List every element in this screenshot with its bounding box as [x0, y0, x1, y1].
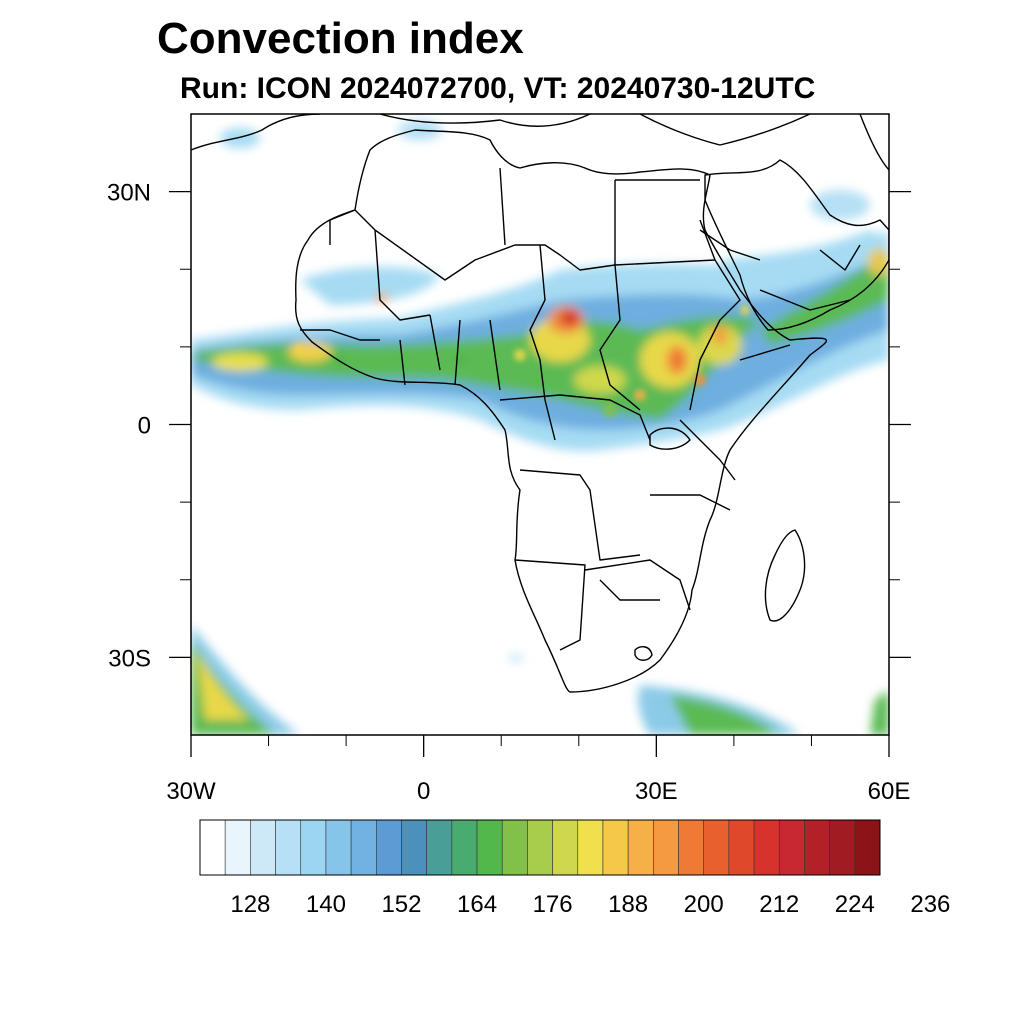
- colorbar-frame: [199, 819, 881, 876]
- axis-ticks: 30W 0 30E 60E 30N 0 30S: [107, 180, 911, 805]
- colorbar-swatch: [678, 819, 705, 876]
- colorbar-label: 188: [608, 891, 648, 918]
- colorbar: 128 140 152 164 176 188 200 212 224 236: [199, 819, 950, 918]
- chart-title: Convection index: [157, 14, 524, 63]
- y-tick-label: 30N: [107, 180, 151, 207]
- x-tick-label: 30E: [635, 778, 678, 805]
- colorbar-swatch: [627, 819, 654, 876]
- x-tick-label: 0: [417, 778, 430, 805]
- coastlines: [191, 114, 889, 693]
- colorbar-label: 164: [457, 891, 497, 918]
- colorbar-swatch: [804, 819, 830, 876]
- x-tick-label: 60E: [868, 778, 911, 805]
- colorbar-swatch: [350, 819, 377, 876]
- colorbar-swatch: [300, 819, 327, 876]
- y-tick-label: 30S: [108, 645, 151, 672]
- colorbar-swatch: [653, 819, 679, 876]
- colorbar-label: 200: [684, 891, 724, 918]
- colorbar-swatch: [501, 819, 528, 876]
- colorbar-swatch: [250, 819, 276, 876]
- colorbar-swatch: [753, 819, 780, 876]
- colorbar-swatch: [778, 819, 805, 876]
- convection-field: [191, 114, 889, 735]
- colorbar-label: 236: [910, 891, 950, 918]
- colorbar-label: 140: [306, 891, 346, 918]
- chart-subtitle: Run: ICON 2024072700, VT: 20240730-12UTC: [180, 72, 816, 105]
- colorbar-swatch: [728, 819, 755, 876]
- colorbar-swatch: [854, 819, 881, 876]
- colorbar-swatch: [829, 819, 856, 876]
- colorbar-swatch: [325, 819, 352, 876]
- colorbar-swatch: [426, 819, 453, 876]
- x-tick-label: 30W: [166, 778, 216, 805]
- colorbar-swatch: [476, 819, 503, 876]
- colorbar-swatch: [602, 819, 629, 876]
- colorbar-swatch: [401, 819, 427, 876]
- colorbar-swatch: [375, 819, 402, 876]
- colorbar-swatch: [703, 819, 730, 876]
- colorbar-swatch: [224, 819, 251, 876]
- colorbar-swatch: [577, 819, 604, 876]
- colorbar-swatch: [275, 819, 302, 876]
- colorbar-swatch: [451, 819, 478, 876]
- y-tick-label: 0: [138, 413, 151, 440]
- colorbar-swatch: [527, 819, 553, 876]
- colorbar-label: 128: [230, 891, 270, 918]
- colorbar-label: 224: [835, 891, 875, 918]
- colorbar-swatch: [552, 819, 579, 876]
- colorbar-label: 212: [759, 891, 799, 918]
- colorbar-swatch: [199, 819, 226, 876]
- colorbar-label: 176: [533, 891, 573, 918]
- colorbar-label: 152: [381, 891, 421, 918]
